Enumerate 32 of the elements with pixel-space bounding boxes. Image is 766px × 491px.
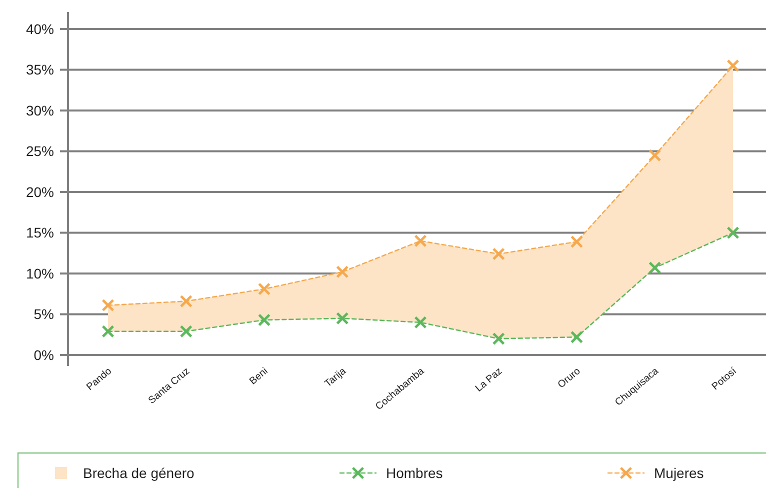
y-tick-label: 20% (26, 184, 54, 200)
point (102, 325, 114, 338)
point (414, 316, 427, 329)
point (414, 234, 427, 248)
point (180, 325, 192, 338)
point (102, 298, 114, 312)
y-tick-label: 25% (26, 143, 54, 160)
point (648, 261, 662, 274)
point (570, 330, 584, 344)
point (726, 59, 740, 72)
point (336, 312, 349, 325)
point (570, 235, 584, 248)
point (492, 332, 505, 346)
x-tick-label: Tarija (322, 366, 349, 390)
point (648, 148, 662, 162)
point (726, 226, 740, 240)
legend-label: Mujeres (654, 465, 704, 481)
y-tick-label: 15% (26, 224, 54, 241)
y-tick-label: 30% (26, 102, 54, 118)
y-tick-label: 10% (26, 265, 54, 282)
x-tick-label: La Paz (474, 366, 505, 394)
y-tick-label: 35% (26, 62, 54, 78)
legend-label: Brecha de género (83, 465, 195, 481)
y-tick-label: 5% (34, 306, 54, 322)
y-tick-label: 40% (26, 20, 54, 37)
point (492, 248, 505, 260)
point (258, 314, 271, 326)
point (258, 282, 271, 296)
point (336, 266, 349, 278)
y-tick-label: 0% (34, 346, 54, 363)
point (180, 294, 192, 308)
legend-label: Hombres (386, 465, 443, 481)
